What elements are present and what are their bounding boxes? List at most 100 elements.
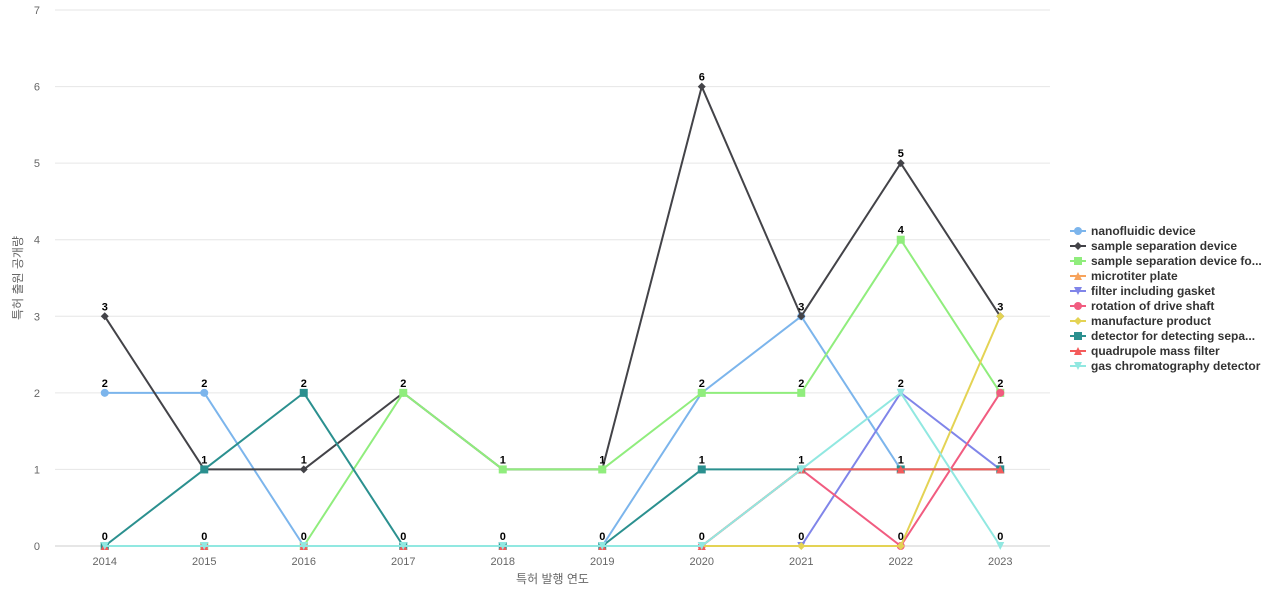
series-line (104, 315, 1001, 547)
data-label: 3 (798, 301, 804, 313)
data-point (299, 542, 308, 550)
data-label: 2 (699, 378, 705, 390)
data-point (100, 388, 109, 397)
legend-marker (1074, 227, 1082, 235)
data-point (797, 465, 806, 474)
legend-label: manufacture product (1091, 314, 1211, 328)
data-label: 0 (301, 531, 307, 543)
legend-marker (1074, 347, 1082, 355)
series-2 (100, 82, 1005, 474)
y-tick-label: 5 (34, 158, 40, 170)
data-label: 1 (201, 454, 207, 466)
data-point (399, 542, 408, 550)
x-tick-label: 2016 (292, 556, 316, 568)
legend-label: nanofluidic device (1091, 224, 1196, 238)
legend-label: sample separation device (1091, 239, 1237, 253)
legend-item[interactable]: rotation of drive shaft (1070, 299, 1214, 313)
series-9 (100, 465, 1005, 550)
legend-item[interactable]: detector for detecting sepa... (1070, 329, 1255, 343)
x-tick-label: 2014 (93, 556, 117, 568)
legend-marker (1074, 317, 1082, 325)
data-point (200, 388, 209, 397)
legend-item[interactable]: filter including gasket (1070, 284, 1215, 298)
data-label: 0 (500, 531, 506, 543)
data-point (697, 82, 706, 91)
data-point (498, 542, 507, 550)
legend-item[interactable]: sample separation device fo... (1070, 254, 1262, 268)
legend-label: filter including gasket (1091, 284, 1215, 298)
y-tick-label: 2 (34, 388, 40, 400)
series-1 (100, 312, 1005, 550)
x-tick-label: 2019 (590, 556, 614, 568)
data-label: 0 (898, 531, 904, 543)
data-label: 1 (898, 454, 904, 466)
data-label: 0 (400, 531, 406, 543)
x-tick-label: 2022 (889, 556, 913, 568)
data-point (896, 465, 905, 474)
data-label: 1 (798, 454, 804, 466)
y-tick-label: 3 (34, 311, 40, 323)
data-label: 0 (599, 531, 605, 543)
y-tick-label: 1 (34, 464, 40, 476)
legend-marker (1074, 287, 1082, 295)
y-tick-label: 4 (34, 235, 40, 247)
legend-item[interactable]: manufacture product (1070, 314, 1211, 328)
x-tick-label: 2017 (391, 556, 415, 568)
data-label: 3 (102, 301, 108, 313)
data-point (996, 542, 1005, 550)
data-label: 1 (500, 454, 506, 466)
data-label: 0 (798, 531, 804, 543)
series-7 (100, 312, 1005, 550)
series-line (103, 85, 1002, 471)
data-point (100, 312, 109, 321)
series-line (104, 391, 1002, 547)
x-tick-label: 2015 (192, 556, 216, 568)
legend-marker (1074, 242, 1082, 250)
data-point (996, 312, 1005, 321)
data-label: 2 (997, 378, 1003, 390)
legend-item[interactable]: sample separation device (1070, 239, 1237, 253)
data-label: 2 (400, 378, 406, 390)
data-point (399, 388, 408, 397)
legend-item[interactable]: quadrupole mass filter (1070, 344, 1220, 358)
y-tick-label: 6 (34, 82, 40, 94)
data-label: 1 (599, 454, 605, 466)
legend-label: microtiter plate (1091, 269, 1178, 283)
data-point (697, 465, 706, 474)
data-point (797, 542, 806, 550)
series-line (104, 315, 1002, 547)
x-axis-title: 특허 발행 연도 (516, 571, 589, 586)
legend-label: gas chromatography detector (1091, 359, 1261, 373)
legend-item[interactable]: nanofluidic device (1070, 224, 1196, 238)
data-label: 1 (699, 454, 705, 466)
legend-label: quadrupole mass filter (1091, 344, 1220, 358)
data-label: 3 (997, 301, 1003, 313)
legend-marker (1074, 302, 1082, 310)
legend-item[interactable]: gas chromatography detector (1070, 359, 1261, 373)
data-label: 2 (102, 378, 108, 390)
legend-marker (1074, 332, 1082, 340)
x-tick-label: 2018 (491, 556, 515, 568)
data-point (200, 465, 209, 474)
y-tick-label: 7 (34, 5, 40, 17)
data-label: 0 (102, 531, 108, 543)
legend-item[interactable]: microtiter plate (1070, 269, 1178, 283)
legend-marker (1074, 362, 1082, 370)
data-point (996, 388, 1005, 397)
legend-label: detector for detecting sepa... (1091, 329, 1255, 343)
data-point (498, 465, 507, 474)
data-point (598, 465, 607, 474)
data-label: 6 (699, 72, 705, 84)
data-point (299, 388, 308, 397)
data-point (697, 542, 706, 550)
data-label: 0 (201, 531, 207, 543)
data-point (697, 388, 706, 397)
y-axis-ticks: 0 1 2 3 4 5 6 7 (34, 5, 40, 553)
data-point (299, 465, 308, 474)
x-tick-label: 2023 (988, 556, 1012, 568)
series-4 (100, 465, 1005, 550)
